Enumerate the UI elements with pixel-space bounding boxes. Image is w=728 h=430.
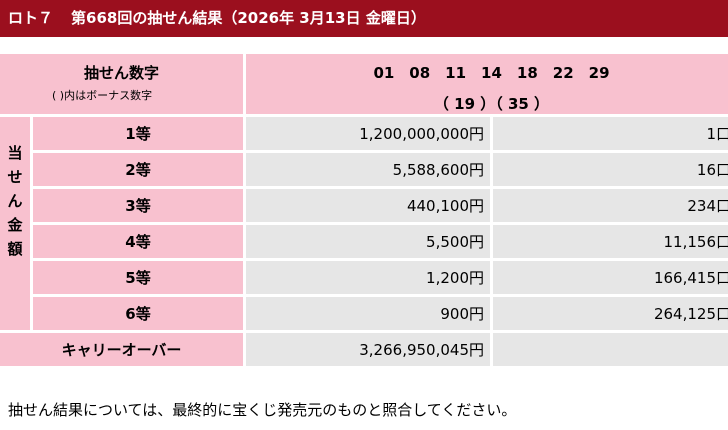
- prize-grade: 3等: [33, 189, 243, 222]
- side-char: せ: [7, 168, 23, 186]
- game-name: ロト７: [8, 9, 54, 27]
- bonus-numbers: （ 19 ）（ 35 ）: [433, 95, 550, 113]
- prize-row: 3等 440,100円 234口: [0, 189, 728, 222]
- disclaimer-note: 抽せん結果については、最終的に宝くじ発売元のものと照合してください。: [8, 401, 517, 419]
- winner-count: 264,125口: [493, 297, 728, 330]
- prize-row: 4等 5,500円 11,156口: [0, 225, 728, 258]
- results-header: ロト７ 第668回の抽せん結果（2026年 3月13日 金曜日）: [0, 0, 728, 37]
- prize-amount: 1,200円: [246, 261, 490, 294]
- prize-grade: 1等: [33, 117, 243, 150]
- side-char: ん: [7, 192, 23, 210]
- prize-amount: 440,100円: [246, 189, 490, 222]
- winner-count: 1口: [493, 117, 728, 150]
- numbers-value-cell: 01 08 11 14 18 22 29 （ 19 ）（ 35 ）: [246, 54, 728, 114]
- carryover-row: キャリーオーバー 3,266,950,045円: [0, 333, 728, 366]
- prize-grade: 6等: [33, 297, 243, 330]
- winner-count: 166,415口: [493, 261, 728, 294]
- carryover-amount: 3,266,950,045円: [246, 333, 490, 366]
- bonus-note: ( )内はボーナス数字: [52, 89, 153, 102]
- prize-row: 当 せ ん 金 額 1等 1,200,000,000円 1口: [0, 117, 728, 330]
- carryover-label: キャリーオーバー: [0, 333, 243, 366]
- prize-amount: 900円: [246, 297, 490, 330]
- draw-title: 第668回の抽せん結果（2026年 3月13日 金曜日）: [71, 9, 426, 27]
- prize-row: 5等 1,200円 166,415口: [0, 261, 728, 294]
- winner-count: 16口: [493, 153, 728, 186]
- numbers-label-cell: 抽せん数字 ( )内はボーナス数字: [0, 54, 243, 114]
- prize-amount: 1,200,000,000円: [246, 117, 490, 150]
- prize-amount: 5,588,600円: [246, 153, 490, 186]
- winner-count: 11,156口: [493, 225, 728, 258]
- prize-side-label: 当 せ ん 金 額: [0, 117, 30, 330]
- results-table: 抽せん数字 ( )内はボーナス数字 01 08 11 14 18 22 29 （…: [0, 51, 728, 369]
- winner-count: 234口: [493, 189, 728, 222]
- side-char: 当: [7, 144, 23, 162]
- main-numbers: 01 08 11 14 18 22 29: [373, 64, 610, 82]
- prize-grade: 2等: [33, 153, 243, 186]
- prize-grade: 5等: [33, 261, 243, 294]
- prize-row: 2等 5,588,600円 16口: [0, 153, 728, 186]
- prize-grade: 4等: [33, 225, 243, 258]
- prize-row: 6等 900円 264,125口: [0, 297, 728, 330]
- side-char: 額: [7, 240, 23, 258]
- numbers-row: 抽せん数字 ( )内はボーナス数字 01 08 11 14 18 22 29 （…: [0, 54, 728, 114]
- prize-amount: 5,500円: [246, 225, 490, 258]
- numbers-label: 抽せん数字: [83, 64, 159, 82]
- carryover-empty-cell: [493, 333, 728, 366]
- side-char: 金: [7, 216, 23, 234]
